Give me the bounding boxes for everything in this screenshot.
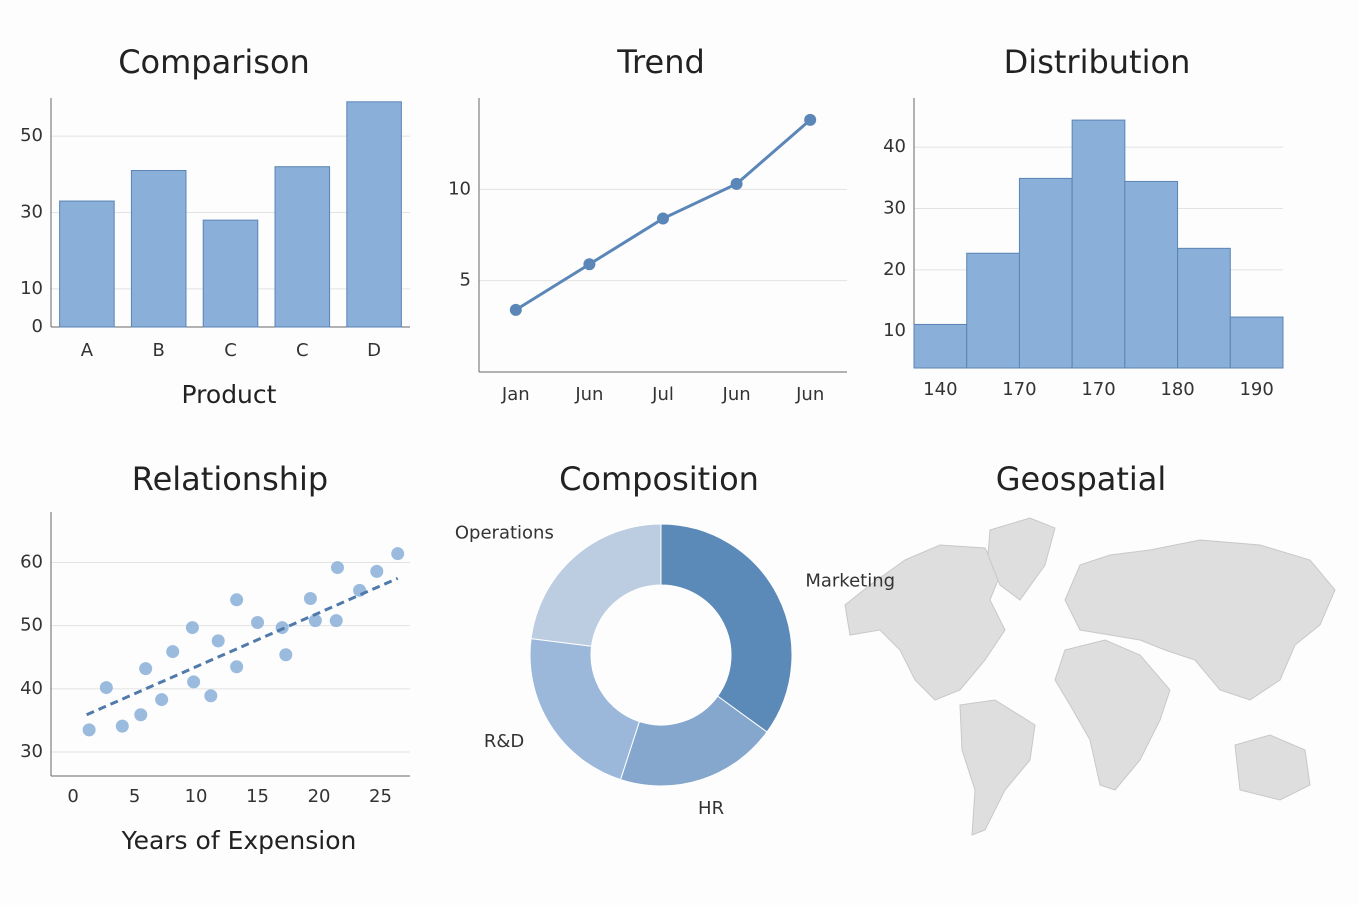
x-tick-label: Jun — [722, 384, 751, 405]
chart-title: Relationship — [132, 460, 328, 498]
scatter-point — [251, 616, 265, 630]
y-tick-label: 30 — [20, 741, 43, 762]
y-tick-label: 10 — [20, 278, 43, 299]
x-tick-label: D — [367, 340, 381, 361]
x-tick-label: 15 — [246, 786, 269, 807]
scatter-point — [82, 723, 96, 737]
data-point — [509, 303, 522, 316]
x-tick-label: C — [224, 340, 237, 361]
chart-title: Distribution — [1004, 43, 1191, 81]
scatter-point — [134, 708, 148, 722]
landmass — [987, 517, 1056, 601]
y-tick-label: 0 — [32, 316, 43, 337]
trend-line — [86, 576, 399, 717]
y-tick-label: 60 — [20, 552, 43, 573]
data-point — [804, 113, 817, 126]
x-tick-label: A — [81, 340, 94, 361]
chart-title: Geospatial — [996, 460, 1167, 498]
chart-title: Composition — [559, 460, 759, 498]
landmass — [959, 699, 1036, 836]
scatter-point — [308, 614, 322, 628]
donut-segment — [619, 695, 768, 787]
x-tick-label: 20 — [308, 786, 331, 807]
x-tick-label: 170 — [1081, 379, 1115, 400]
scatter-point — [211, 634, 225, 648]
histogram-bar — [913, 323, 968, 369]
bar — [59, 200, 115, 328]
y-tick-label: 20 — [883, 259, 906, 280]
x-axis-label: Years of Expension — [121, 826, 357, 855]
scatter-point — [303, 592, 317, 606]
x-tick-label: 170 — [1002, 379, 1036, 400]
scatter-point — [230, 660, 244, 674]
y-tick-label: 30 — [20, 202, 43, 223]
bar — [130, 170, 187, 328]
x-tick-label: Jun — [795, 384, 824, 405]
y-tick-label: 30 — [883, 197, 906, 218]
segment-label: Marketing — [805, 570, 895, 591]
x-tick-label: 190 — [1239, 379, 1273, 400]
donut-segment — [530, 523, 662, 647]
x-tick-label: 140 — [923, 379, 957, 400]
x-tick-label: 5 — [129, 786, 140, 807]
scatter-point — [166, 645, 180, 659]
histogram-bar — [1229, 316, 1284, 369]
x-axis-label: Product — [182, 380, 277, 409]
data-point — [583, 258, 596, 271]
x-tick-label: 10 — [185, 786, 208, 807]
donut-segment — [529, 638, 640, 781]
y-tick-label: 10 — [883, 320, 906, 341]
scatter-point — [187, 675, 201, 689]
bar — [202, 219, 259, 328]
landmass — [1234, 734, 1311, 801]
histogram-bar — [1177, 247, 1231, 369]
histogram-bar — [1018, 177, 1073, 369]
histogram-bar — [966, 252, 1020, 369]
donut-segment — [660, 523, 793, 733]
x-tick-label: 0 — [67, 786, 78, 807]
bar — [346, 101, 402, 328]
landmass — [844, 544, 1006, 701]
scatter-point — [139, 662, 153, 676]
world-map — [844, 517, 1336, 836]
segment-label: Operations — [455, 522, 554, 543]
scatter-point — [353, 583, 367, 597]
bar — [274, 166, 331, 328]
scatter-point — [370, 564, 384, 578]
data-point — [657, 212, 669, 225]
y-tick-label: 40 — [883, 136, 906, 157]
chart-title: Trend — [616, 43, 705, 81]
y-tick-label: 50 — [20, 125, 43, 146]
x-tick-label: 25 — [369, 786, 392, 807]
y-tick-label: 10 — [448, 178, 471, 199]
y-tick-label: 5 — [460, 270, 471, 291]
segment-label: HR — [698, 798, 724, 819]
chart-title: Comparison — [118, 43, 310, 81]
scatter-point — [185, 621, 199, 635]
scatter-point — [329, 614, 343, 628]
scatter-point — [330, 561, 344, 575]
x-tick-label: B — [153, 340, 165, 361]
histogram-bar — [1071, 119, 1126, 369]
scatter-point — [230, 593, 244, 607]
scatter-point — [204, 689, 218, 703]
landmass — [1054, 639, 1171, 791]
x-tick-label: 180 — [1160, 379, 1194, 400]
x-tick-label: Jul — [651, 384, 674, 405]
x-tick-label: C — [296, 340, 309, 361]
y-tick-label: 40 — [20, 678, 43, 699]
scatter-point — [115, 719, 129, 733]
x-tick-label: Jan — [501, 384, 530, 405]
landmass — [1064, 539, 1336, 701]
data-point — [730, 177, 743, 190]
histogram-bar — [1124, 180, 1179, 369]
y-tick-label: 50 — [20, 615, 43, 636]
scatter-point — [279, 648, 293, 662]
x-tick-label: Jun — [574, 384, 603, 405]
scatter-point — [391, 547, 405, 561]
segment-label: R&D — [484, 731, 524, 752]
scatter-point — [155, 693, 169, 707]
scatter-point — [99, 681, 113, 695]
